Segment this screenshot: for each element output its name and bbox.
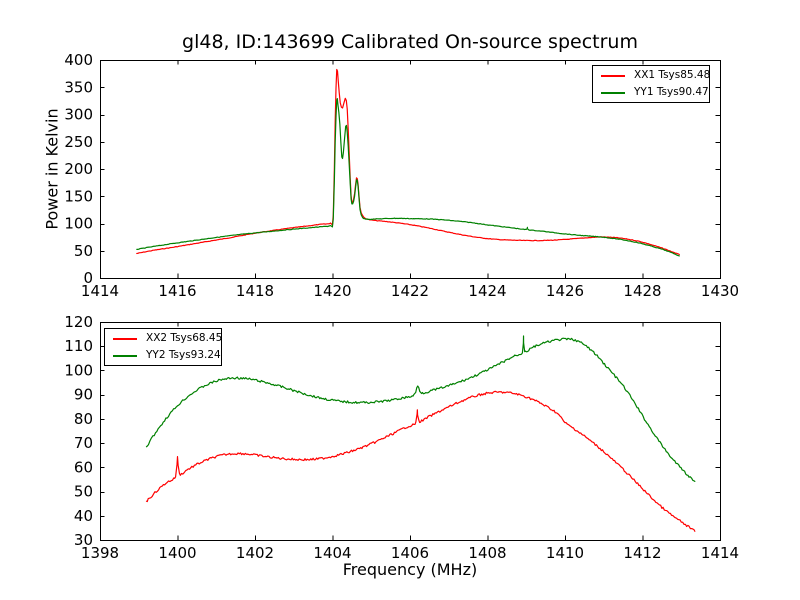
legend-line-swatch-yy1 [601, 91, 625, 94]
x-tick-label: 1424 [468, 282, 506, 300]
y-tick-label: 60 [74, 458, 93, 476]
x-tick-label: 1408 [468, 544, 506, 562]
x-tick-label: 1398 [81, 544, 119, 562]
x-tick-label: 1430 [701, 282, 739, 300]
y-tick-label: 50 [74, 483, 93, 501]
legend-label-yy2: YY2 Tsys93.24 [146, 349, 221, 362]
legend-entry-xx2: XX2 Tsys68.45 [105, 330, 223, 347]
series-xx1 [136, 68, 680, 256]
y-tick-label: 70 [74, 434, 93, 452]
y-tick-label: 50 [74, 242, 93, 260]
figure-title: gl48, ID:143699 Calibrated On-source spe… [182, 31, 638, 53]
legend-entry-yy1: YY1 Tsys90.47 [593, 84, 709, 101]
legend-entry-xx1: XX1 Tsys85.48 [593, 67, 711, 84]
x-tick-label: 1406 [391, 544, 429, 562]
legend-label-yy1: YY1 Tsys90.47 [634, 86, 709, 99]
y-tick-label: 350 [64, 78, 93, 96]
x-tick-label: 1404 [313, 544, 351, 562]
y-tick-label: 200 [64, 160, 93, 178]
x-tick-label: 1410 [546, 544, 584, 562]
legend-line-swatch-yy2 [113, 354, 137, 357]
legend-label-xx1: XX1 Tsys85.48 [634, 69, 711, 82]
legend-entry-yy2: YY2 Tsys93.24 [105, 347, 221, 364]
y-tick-label: 80 [74, 410, 93, 428]
y-tick-label: 90 [74, 386, 93, 404]
x-tick-label: 1412 [623, 544, 661, 562]
x-tick-label: 1426 [546, 282, 584, 300]
series-yy2 [145, 335, 696, 482]
y-tick-label: 400 [64, 51, 93, 69]
y-axis-label-top-plot: Power in Kelvin [42, 108, 62, 230]
legend-label-xx2: XX2 Tsys68.45 [146, 332, 223, 345]
x-tick-label: 1422 [391, 282, 429, 300]
x-tick-label: 1402 [236, 544, 274, 562]
legend-line-swatch-xx2 [113, 337, 137, 340]
x-tick-label: 1414 [81, 282, 119, 300]
y-tick-label: 100 [64, 361, 93, 379]
y-tick-label: 250 [64, 133, 93, 151]
y-tick-label: 300 [64, 106, 93, 124]
y-tick-label: 0 [83, 269, 93, 287]
y-tick-label: 150 [64, 187, 93, 205]
legend-line-swatch-xx1 [601, 74, 625, 77]
y-tick-label: 110 [64, 337, 93, 355]
y-tick-label: 30 [74, 531, 93, 549]
x-tick-label: 1414 [701, 544, 739, 562]
x-tick-label: 1428 [623, 282, 661, 300]
series-xx2 [145, 390, 696, 532]
y-tick-label: 100 [64, 215, 93, 233]
x-tick-label: 1418 [236, 282, 274, 300]
x-tick-label: 1416 [158, 282, 196, 300]
y-tick-label: 120 [64, 313, 93, 331]
x-tick-label: 1420 [313, 282, 351, 300]
x-axis-label-bottom-plot: Frequency (MHz) [342, 560, 478, 579]
series-yy1 [136, 97, 680, 257]
legend-bottom-plot: XX2 Tsys68.45 YY2 Tsys93.24 [104, 328, 222, 366]
y-tick-label: 40 [74, 507, 93, 525]
legend-top-plot: XX1 Tsys85.48 YY1 Tsys90.47 [592, 65, 710, 103]
x-tick-label: 1400 [158, 544, 196, 562]
